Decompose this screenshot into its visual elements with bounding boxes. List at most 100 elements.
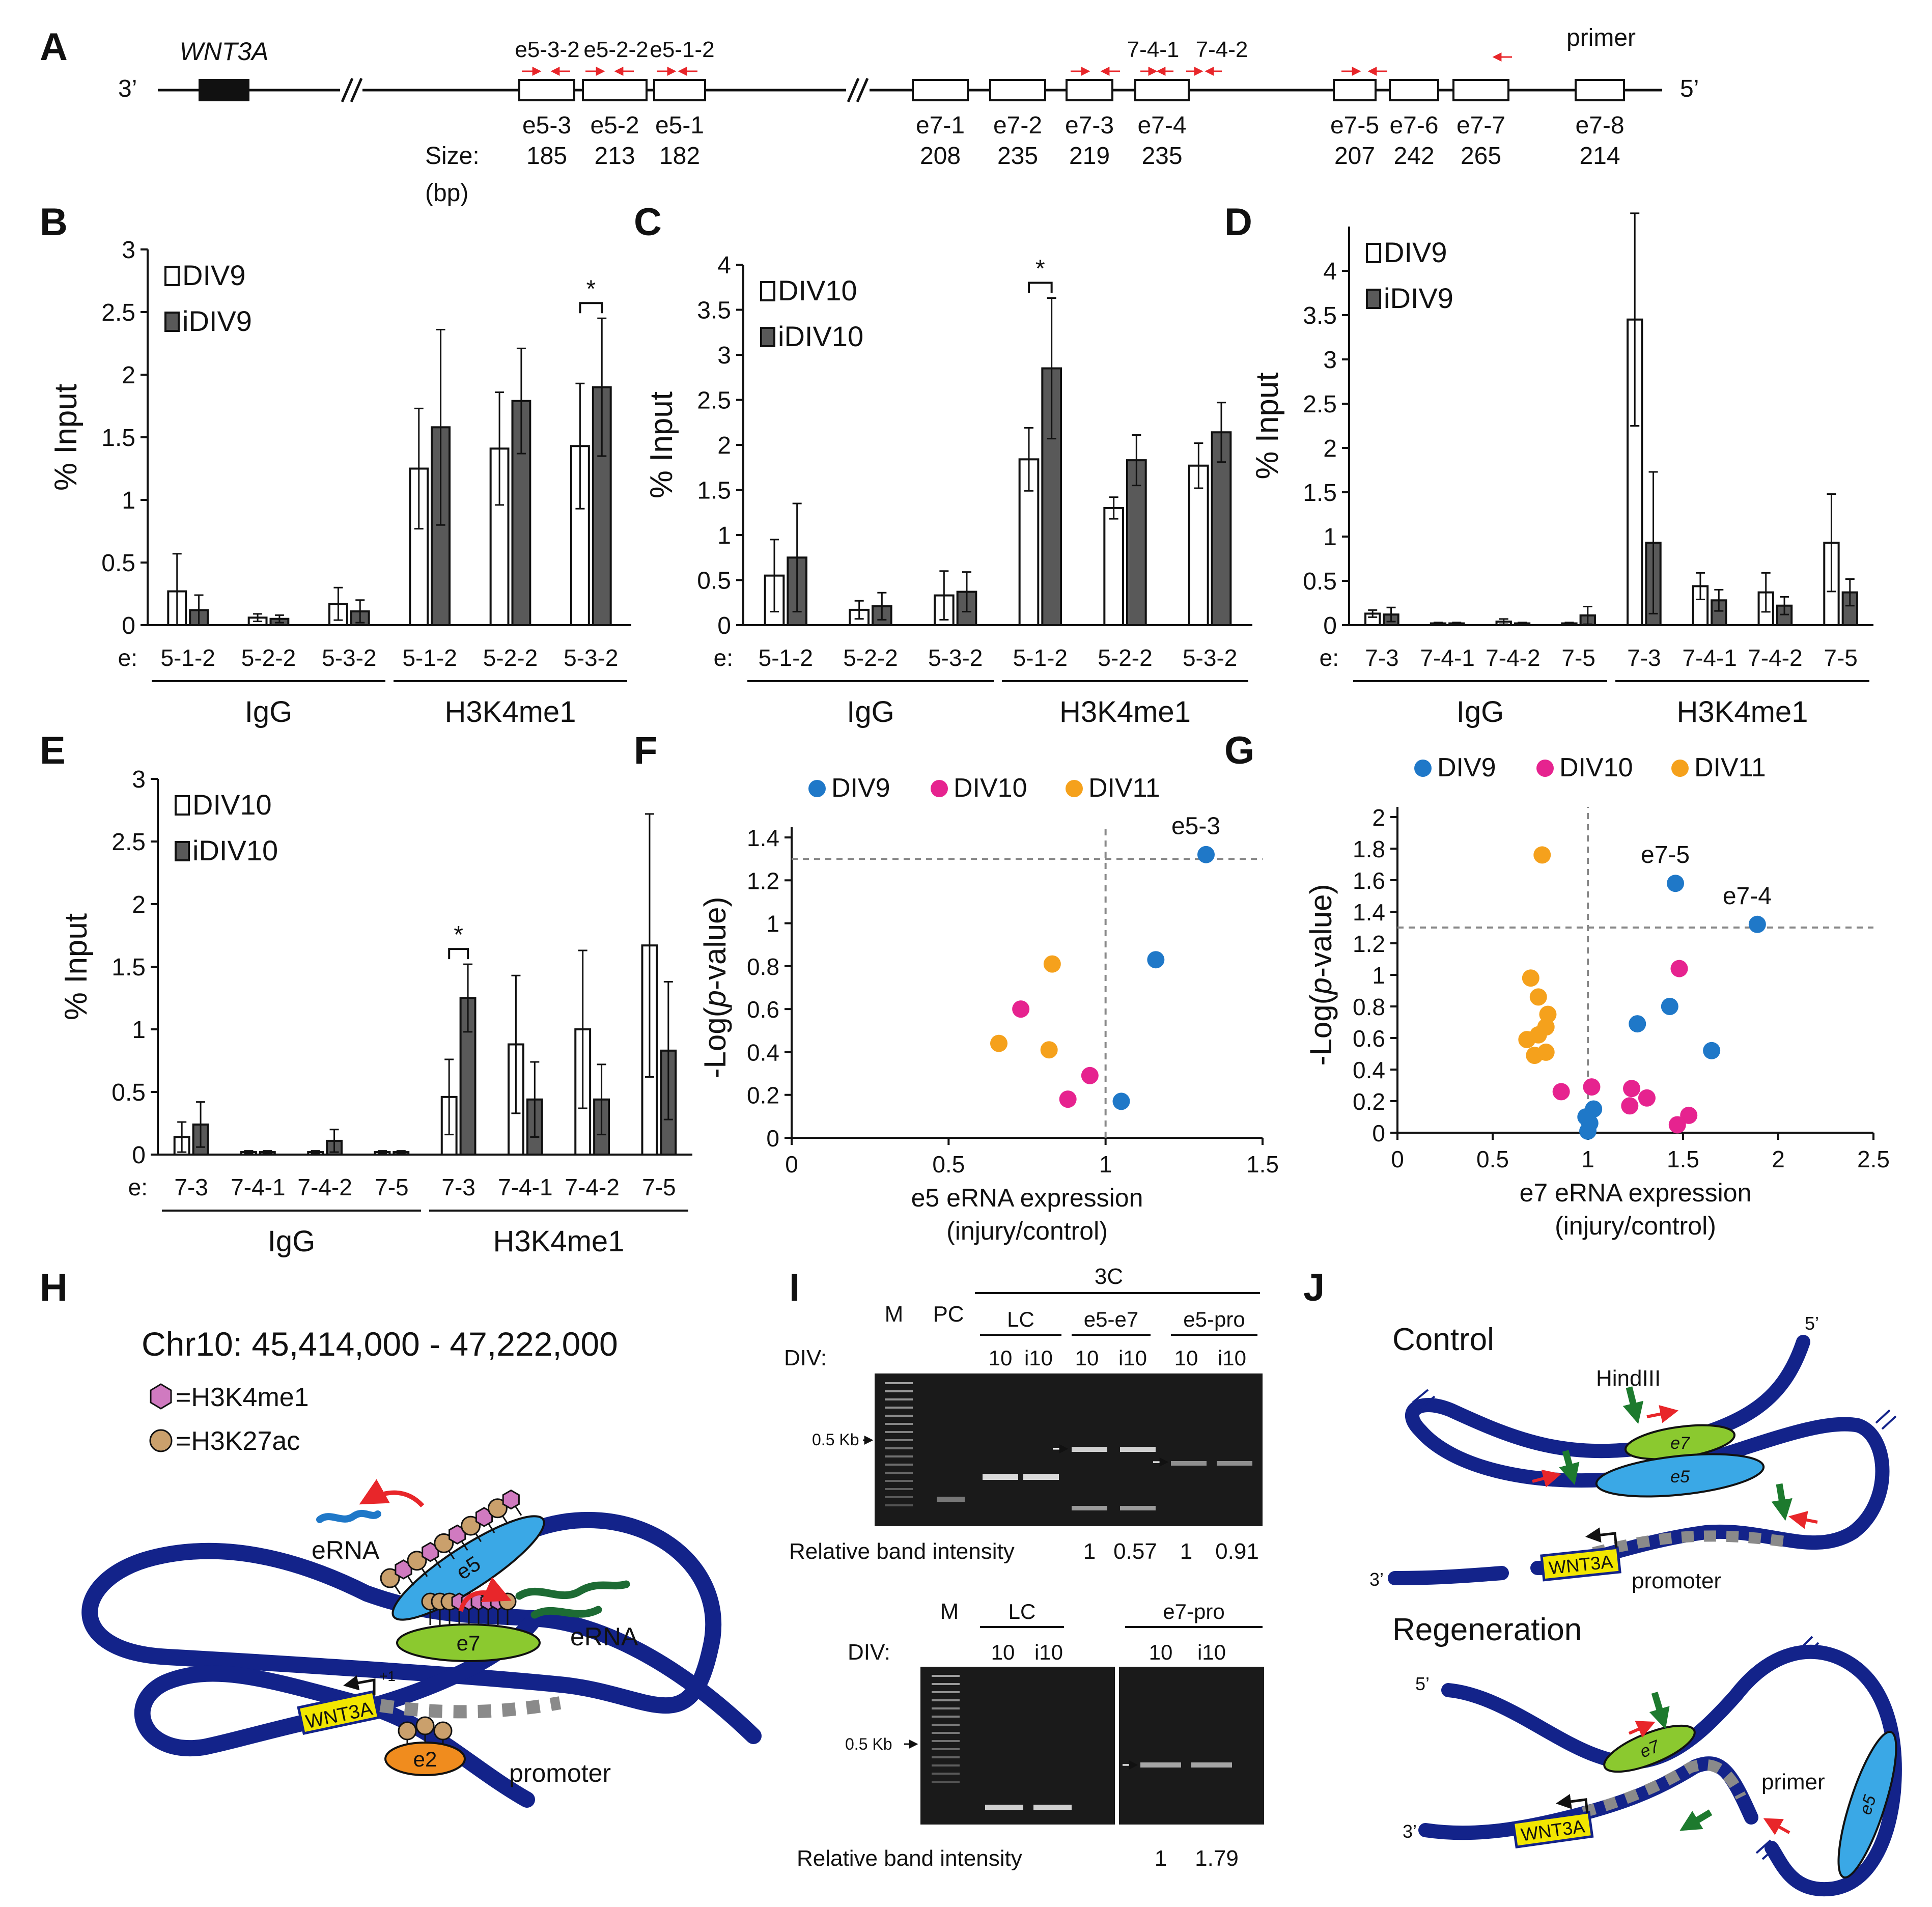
y-tick-label: 1.2 (1353, 931, 1385, 957)
exon-size-e7-4: 235 (1141, 143, 1182, 170)
promoter-label-j1: promoter (1632, 1568, 1721, 1593)
wnt3a-box-h (297, 1690, 380, 1735)
significance-bracket (448, 948, 469, 960)
panel-j-regeneration: Regeneration (1392, 1612, 1582, 1647)
y-tick-label: 3 (1323, 347, 1337, 374)
bar-iDIV10 (1211, 431, 1232, 626)
y-tick-label: 3 (122, 237, 135, 264)
exon-label-e7-7: e7-7 (1457, 112, 1505, 139)
x-tick-label: 0.5 (932, 1151, 965, 1177)
panel-h-region: Chr10: 45,414,000 - 47,222,000 (142, 1325, 618, 1363)
x-tick-label: 2 (1772, 1146, 1785, 1172)
e2-label-h: e2 (413, 1747, 437, 1771)
e5-element-j1 (1595, 1453, 1765, 1498)
y-tick-label: 2 (1372, 804, 1385, 831)
ladder-band (932, 1781, 960, 1783)
x-tick-label: 5-3-2 (322, 644, 376, 671)
panel-letter-f: F (634, 729, 657, 772)
y-tick-label: 1 (1372, 962, 1385, 989)
exon-box-e5-2 (582, 79, 648, 101)
panel-i-m-top: M (885, 1302, 904, 1327)
significance-star: * (454, 921, 463, 948)
ladder-band (885, 1464, 913, 1466)
y-tick-label: 0.6 (747, 996, 779, 1023)
h3k27ac-mark (434, 1533, 454, 1553)
exon-box-e7-6 (1389, 79, 1439, 101)
y-tick-label: 2.5 (111, 829, 146, 856)
panel-i-rbi-bottom: Relative band intensity (797, 1846, 1022, 1871)
exon-size-e5-3: 185 (526, 143, 567, 170)
legend-label-iDIV10: iDIV10 (192, 834, 278, 866)
group-label: IgG (245, 695, 293, 728)
panel-a-e7-primer-labels: 7-4-1 7-4-2 (1127, 37, 1248, 62)
wnt3a-box-j2 (1511, 1810, 1594, 1849)
ladder-band (885, 1504, 913, 1506)
ladder-band (932, 1691, 960, 1693)
point-DIV10 (1059, 1090, 1077, 1108)
legend-swatch-DIV9 (1366, 243, 1381, 263)
x-tick-label: 7-5 (375, 1174, 408, 1200)
y-tick-label: 0.8 (747, 954, 779, 980)
point-DIV10 (1552, 1083, 1570, 1101)
point-DIV10 (1621, 1097, 1639, 1115)
y-tick-label: 2 (717, 432, 731, 459)
legend-swatch-iDIV9 (1366, 289, 1381, 309)
y-tick-label: 1.5 (111, 954, 146, 981)
ladder-band (932, 1740, 960, 1742)
panel-f-chart: 0 0.2 0.4 0.6 0.8 1 1.2 1.4 0 0.5 1 1.5 e5 eRNA expr… (698, 773, 1279, 1245)
gel-group-label: LC (1007, 1307, 1034, 1331)
promoter-stripe-j2 (1581, 1759, 1746, 1818)
exon-label-e7-3: e7-3 (1065, 112, 1114, 139)
ladder-band (932, 1707, 960, 1709)
panel-h-legend-k4: =H3K4me1 (176, 1383, 309, 1412)
exon-label-e5-2: e5-2 (590, 112, 639, 139)
e7-label-j1: e7 (1670, 1434, 1690, 1453)
gel-lane-label: i10 (1024, 1346, 1053, 1370)
relative-band-intensity-top: 1 (1180, 1539, 1192, 1564)
y-tick-label: 0.5 (111, 1079, 146, 1106)
x-tick-label: 1.5 (1246, 1151, 1279, 1177)
exon-box-e7-8 (1575, 79, 1625, 101)
panel-h-diagram: Chr10: 45,414,000 - 47,222,000 =H3K4me1 … (81, 1325, 762, 1808)
panel-i-marker-top: 0.5 Kb (812, 1431, 859, 1449)
y-axis-label: -Log(p-value) (698, 897, 732, 1079)
point-DIV10 (1670, 960, 1688, 977)
x-axis-label: e5 eRNA expression (911, 1184, 1143, 1212)
legend-swatch-DIV10 (175, 795, 190, 816)
y-tick-label: 0 (122, 612, 135, 639)
group-label: H3K4me1 (445, 695, 576, 728)
exon-size-e7-7: 265 (1461, 143, 1501, 170)
x-tick-label: 5-2-2 (843, 644, 898, 671)
point-annotation: e7-5 (1641, 842, 1690, 868)
x-tick-label: 0.5 (1476, 1146, 1509, 1172)
relative-band-intensity-top: 0.91 (1215, 1539, 1259, 1564)
significance-bracket (1028, 282, 1053, 293)
gel-band-e5pro (1217, 1461, 1252, 1466)
panel-j-control: Control (1392, 1322, 1494, 1357)
y-tick-label: 1.4 (1353, 899, 1385, 926)
ladder-band (932, 1732, 960, 1734)
panel-j-5prime-2: 5’ (1415, 1673, 1430, 1694)
gel-group-label: e5-e7 (1084, 1307, 1138, 1331)
dna-strand-j-control-2 (1388, 1566, 1509, 1585)
exon-label-e7-1: e7-1 (916, 112, 965, 139)
x-tick-label: 1.5 (1667, 1146, 1699, 1172)
ladder-band (885, 1439, 913, 1441)
bar-DIV10 (1103, 507, 1124, 627)
point-DIV9 (1112, 1092, 1130, 1110)
panel-a-gene-label: WNT3A (180, 37, 269, 66)
point-DIV11 (990, 1034, 1007, 1052)
y-axis-label: % Input (59, 913, 94, 1020)
x-tick-label: 5-1-2 (402, 644, 457, 671)
red-arrow-j2b (1763, 1818, 1790, 1835)
legend-swatch-DIV10 (760, 281, 775, 301)
x-tick-label: 7-3 (1365, 644, 1398, 671)
y-tick-label: 3 (717, 342, 731, 369)
y-axis-label: % Input (644, 391, 679, 498)
panel-j-5prime-1: 5’ (1805, 1313, 1819, 1334)
panel-i-gels: 3C M PC DIV: LC e5-e7 e5-pro 10 i10 10 i10 10 i1… (784, 1264, 1264, 1871)
point-DIV11 (1518, 1031, 1536, 1049)
exon-label-e7-8: e7-8 (1575, 112, 1624, 139)
green-arrow-j2b (1679, 1809, 1713, 1831)
